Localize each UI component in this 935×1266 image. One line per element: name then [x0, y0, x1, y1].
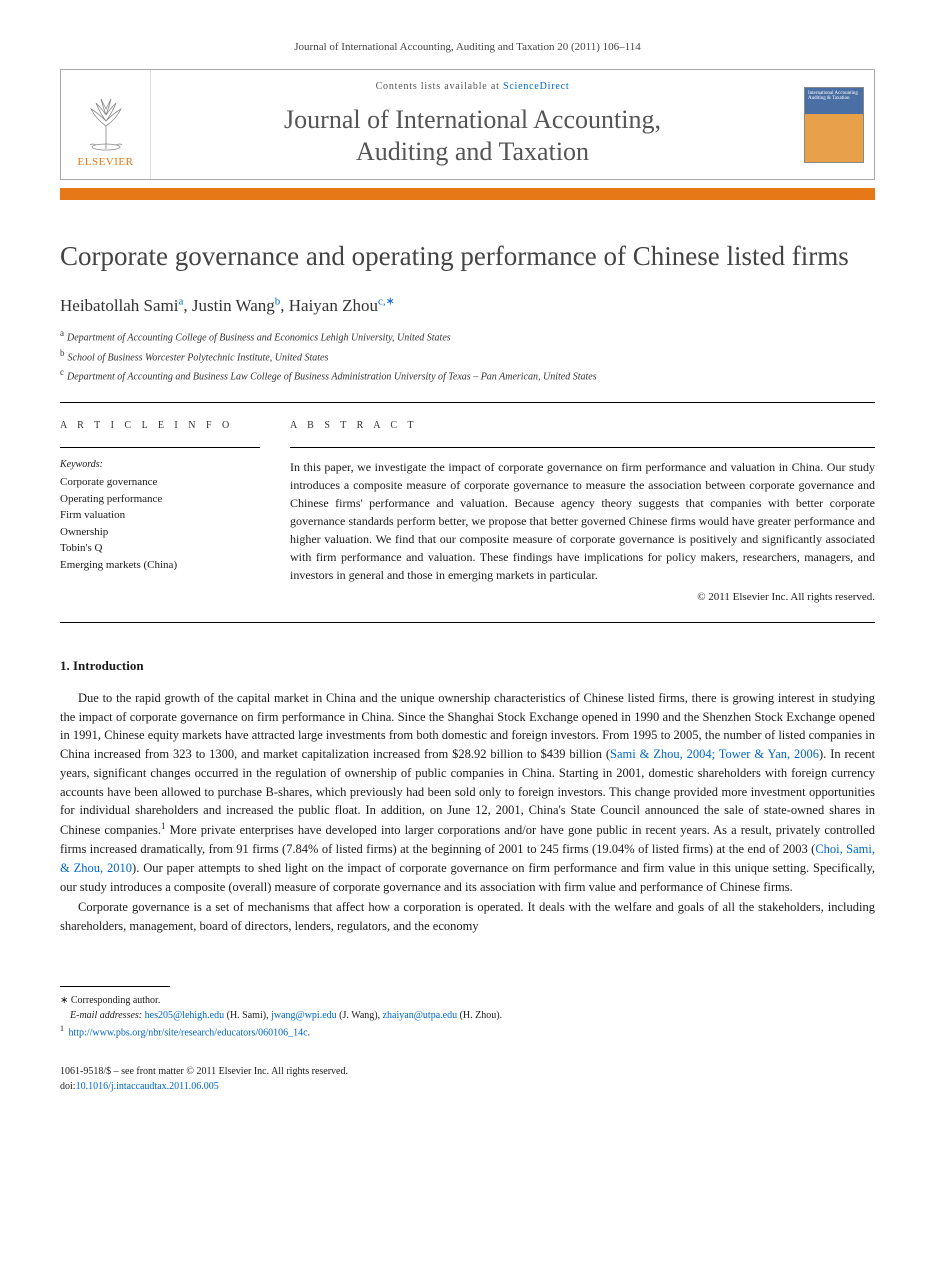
keyword-item: Ownership: [60, 524, 260, 541]
abstract-text: In this paper, we investigate the impact…: [290, 458, 875, 584]
journal-reference: Journal of International Accounting, Aud…: [60, 40, 875, 55]
abstract-label: A B S T R A C T: [290, 419, 875, 433]
email-link-2[interactable]: jwang@wpi.edu: [271, 1010, 337, 1021]
journal-title-cell: Contents lists available at ScienceDirec…: [151, 70, 794, 178]
journal-title-line1: Journal of International Accounting,: [284, 105, 661, 134]
affil-a-sup: a: [60, 328, 64, 338]
cover-thumb-label: International Accounting Auditing & Taxa…: [808, 91, 860, 102]
doi-prefix: doi:: [60, 1081, 76, 1092]
author-2-affil-sup[interactable]: b: [275, 295, 281, 307]
cover-thumb-cell: International Accounting Auditing & Taxa…: [794, 70, 874, 178]
email-who-2: (J. Wang): [339, 1010, 377, 1021]
author-3-name: Haiyan Zhou: [289, 296, 378, 315]
keyword-item: Emerging markets (China): [60, 557, 260, 574]
rule-top: [60, 402, 875, 403]
section-heading-intro: 1. Introduction: [60, 657, 875, 675]
email-addresses-line: E-mail addresses: hes205@lehigh.edu (H. …: [60, 1008, 875, 1023]
abstract-copyright: © 2011 Elsevier Inc. All rights reserved…: [290, 590, 875, 605]
journal-cover-thumbnail: International Accounting Auditing & Taxa…: [804, 87, 864, 163]
abstract-rule: [290, 447, 875, 448]
affiliation-a: aDepartment of Accounting College of Bus…: [60, 327, 875, 345]
email-link-3[interactable]: zhaiyan@utpa.edu: [383, 1010, 457, 1021]
footnote-1-sup: 1: [60, 1024, 64, 1033]
footnotes-block: ∗ Corresponding author. E-mail addresses…: [60, 993, 875, 1040]
author-1-name: Heibatollah Sami: [60, 296, 179, 315]
author-3-affil-sup[interactable]: c,∗: [378, 295, 395, 307]
affil-c-sup: c: [60, 367, 64, 377]
keyword-item: Tobin's Q: [60, 540, 260, 557]
affil-a-text: Department of Accounting College of Busi…: [67, 333, 451, 344]
author-1: Heibatollah Samia: [60, 296, 183, 315]
article-info-rule: [60, 447, 260, 448]
journal-title-line2: Auditing and Taxation: [356, 137, 589, 166]
affil-c-text: Department of Accounting and Business La…: [67, 371, 597, 382]
keywords-heading: Keywords:: [60, 458, 260, 472]
elsevier-tree-icon: [76, 91, 136, 151]
intro-p1-seg-d: ). Our paper attempts to shed light on t…: [60, 861, 875, 894]
article-info-column: A R T I C L E I N F O Keywords: Corporat…: [60, 419, 260, 605]
footnote-1: 1 http://www.pbs.org/nbr/site/research/e…: [60, 1023, 875, 1040]
doi-link[interactable]: 10.1016/j.intaccaudtax.2011.06.005: [76, 1081, 219, 1092]
keywords-list: Corporate governance Operating performan…: [60, 474, 260, 573]
intro-p1-seg-c: More private enterprises have developed …: [60, 823, 875, 856]
article-info-label: A R T I C L E I N F O: [60, 419, 260, 433]
keyword-item: Corporate governance: [60, 474, 260, 491]
citation-link-1[interactable]: Sami & Zhou, 2004; Tower & Yan, 2006: [610, 747, 819, 761]
issn-line: 1061-9518/$ – see front matter © 2011 El…: [60, 1064, 875, 1079]
author-2-name: Justin Wang: [192, 296, 275, 315]
intro-para-1: Due to the rapid growth of the capital m…: [60, 689, 875, 896]
affil-b-text: School of Business Worcester Polytechnic…: [68, 352, 329, 363]
publisher-cell: ELSEVIER: [61, 70, 151, 178]
intro-para-2: Corporate governance is a set of mechani…: [60, 898, 875, 936]
info-abstract-row: A R T I C L E I N F O Keywords: Corporat…: [60, 419, 875, 605]
page-footer: 1061-9518/$ – see front matter © 2011 El…: [60, 1064, 875, 1094]
email-who-1: (H. Sami): [227, 1010, 266, 1021]
affil-b-sup: b: [60, 348, 65, 358]
doi-line: doi:10.1016/j.intaccaudtax.2011.06.005: [60, 1079, 875, 1094]
author-2: Justin Wangb: [192, 296, 280, 315]
keyword-item: Operating performance: [60, 491, 260, 508]
orange-divider-bar: [60, 188, 875, 200]
contents-prefix: Contents lists available at: [376, 81, 503, 92]
paper-title: Corporate governance and operating perfo…: [60, 240, 875, 274]
email-link-1[interactable]: hes205@lehigh.edu: [145, 1010, 224, 1021]
footnote-separator: [60, 986, 170, 987]
journal-header-box: ELSEVIER Contents lists available at Sci…: [60, 69, 875, 179]
affiliation-b: bSchool of Business Worcester Polytechni…: [60, 347, 875, 365]
email-who-3: (H. Zhou).: [460, 1010, 503, 1021]
sciencedirect-link[interactable]: ScienceDirect: [503, 81, 569, 92]
rule-bottom: [60, 622, 875, 623]
journal-title: Journal of International Accounting, Aud…: [161, 104, 784, 166]
publisher-label: ELSEVIER: [78, 155, 134, 170]
emails-label: E-mail addresses:: [70, 1010, 145, 1021]
abstract-column: A B S T R A C T In this paper, we invest…: [290, 419, 875, 605]
affiliations-block: aDepartment of Accounting College of Bus…: [60, 327, 875, 384]
author-3: Haiyan Zhouc,∗: [289, 296, 395, 315]
keyword-item: Firm valuation: [60, 507, 260, 524]
footnote-1-tail: .: [308, 1027, 311, 1038]
author-1-affil-sup[interactable]: a: [179, 295, 184, 307]
authors-line: Heibatollah Samia, Justin Wangb, Haiyan …: [60, 294, 875, 318]
corresponding-author-note: ∗ Corresponding author.: [60, 993, 875, 1008]
footnote-1-url[interactable]: http://www.pbs.org/nbr/site/research/edu…: [69, 1027, 308, 1038]
affiliation-c: cDepartment of Accounting and Business L…: [60, 366, 875, 384]
contents-available-line: Contents lists available at ScienceDirec…: [161, 80, 784, 94]
